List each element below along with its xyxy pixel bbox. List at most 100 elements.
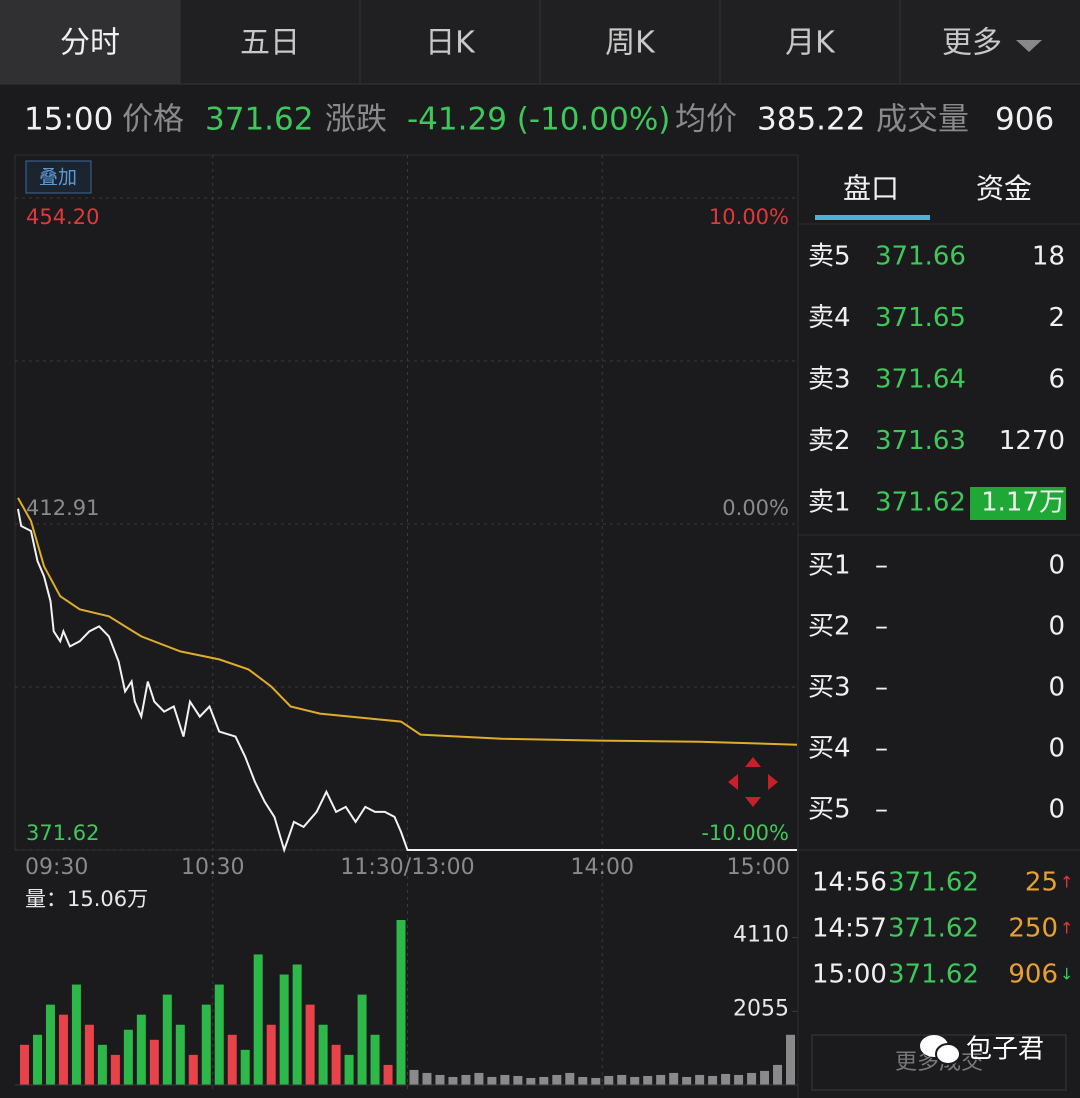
volume-bar bbox=[214, 984, 224, 1085]
quote-price-label: 价格 bbox=[122, 102, 184, 138]
volume-bar bbox=[604, 1075, 614, 1085]
quote-avg: 385.22 bbox=[757, 102, 865, 138]
tab[interactable]: 更多 bbox=[942, 26, 1002, 61]
volume-bar bbox=[32, 1034, 42, 1085]
volume-bar bbox=[357, 994, 367, 1085]
trade-price: 371.62 bbox=[888, 914, 979, 944]
trade-time: 14:56 bbox=[812, 868, 887, 898]
quote-volume-label: 成交量 bbox=[876, 102, 969, 138]
volume-bar bbox=[84, 1024, 94, 1085]
book-label: 卖3 bbox=[808, 365, 851, 395]
tab-selected-bg bbox=[0, 0, 180, 84]
tab-dividers bbox=[0, 0, 1080, 85]
volume-bar bbox=[331, 1044, 341, 1085]
volume-bar bbox=[695, 1074, 705, 1085]
book-volume: 0 bbox=[1048, 612, 1065, 642]
volume-bar bbox=[617, 1074, 627, 1085]
book-price: 371.65 bbox=[875, 303, 966, 333]
overlay-button[interactable] bbox=[25, 160, 92, 194]
book-volume: 0 bbox=[1048, 734, 1065, 764]
volume-bar bbox=[422, 1072, 432, 1085]
y-tick-label: 371.62 bbox=[26, 821, 99, 845]
book-price: – bbox=[875, 673, 888, 703]
x-tick-label: 14:00 bbox=[571, 855, 634, 880]
book-label: 买2 bbox=[808, 612, 851, 642]
volume-bar bbox=[786, 1034, 796, 1085]
volume-bar bbox=[396, 920, 406, 1085]
volume-bar bbox=[110, 1054, 120, 1085]
trade-volume: 25 bbox=[1025, 868, 1058, 898]
tab[interactable]: 月K bbox=[785, 26, 836, 61]
volume-bar bbox=[58, 1014, 68, 1085]
book-price: 371.66 bbox=[875, 242, 966, 272]
book-label: 买3 bbox=[808, 673, 851, 703]
volume-bar bbox=[669, 1072, 679, 1085]
volume-bar bbox=[149, 1039, 159, 1085]
volume-bar bbox=[71, 984, 81, 1085]
volume-bar bbox=[747, 1072, 757, 1085]
book-label: 买5 bbox=[808, 795, 851, 825]
volume-bar bbox=[279, 974, 289, 1085]
book-price: 371.62 bbox=[875, 488, 966, 518]
volume-bar bbox=[682, 1076, 692, 1085]
volume-bar bbox=[240, 1049, 250, 1085]
volume-bar bbox=[500, 1074, 510, 1085]
trade-volume: 906 bbox=[1008, 960, 1058, 990]
volume-bar bbox=[383, 1064, 393, 1085]
volume-bar bbox=[760, 1070, 770, 1085]
overlay-button-label[interactable]: 叠加 bbox=[39, 167, 77, 189]
trade-arrow: ↑ bbox=[1060, 873, 1073, 892]
expand-icon[interactable] bbox=[728, 757, 778, 807]
trade-price: 371.62 bbox=[888, 960, 979, 990]
book-tab[interactable]: 资金 bbox=[976, 172, 1032, 205]
volume-bar bbox=[565, 1072, 575, 1085]
book-tab[interactable]: 盘口 bbox=[843, 172, 899, 205]
volume-bar bbox=[305, 1004, 315, 1085]
watermark: 包子君 bbox=[966, 1035, 1044, 1065]
volume-bar bbox=[656, 1074, 666, 1085]
book-volume: 1.17万 bbox=[981, 488, 1065, 518]
volume-bar bbox=[227, 1034, 237, 1085]
book-price: – bbox=[875, 612, 888, 642]
book-price: 371.63 bbox=[875, 426, 966, 456]
tab[interactable]: 周K bbox=[605, 26, 656, 61]
volume-bar bbox=[409, 1069, 419, 1085]
x-tick-label: 11:30/13:00 bbox=[340, 855, 474, 880]
tab[interactable]: 日K bbox=[425, 26, 476, 61]
y2-tick-label: 10.00% bbox=[709, 205, 789, 229]
volume-bar bbox=[643, 1075, 653, 1085]
volume-bar bbox=[123, 1029, 133, 1085]
book-label: 卖2 bbox=[808, 426, 851, 456]
book-volume: 0 bbox=[1048, 673, 1065, 703]
trade-arrow: ↑ bbox=[1060, 919, 1073, 938]
volume-bar bbox=[253, 954, 263, 1085]
dropdown-arrow[interactable] bbox=[1016, 40, 1042, 52]
volume-bar bbox=[591, 1077, 601, 1085]
volume-bar bbox=[526, 1077, 536, 1085]
volume-bar bbox=[318, 1024, 328, 1085]
more-trades-button[interactable] bbox=[811, 1034, 1067, 1091]
quote-avg-label: 均价 bbox=[675, 102, 737, 138]
x-tick-label: 10:30 bbox=[181, 855, 244, 880]
tab[interactable]: 五日 bbox=[240, 26, 300, 61]
book-tab-underline bbox=[815, 215, 930, 220]
volume-bar bbox=[370, 1034, 380, 1085]
tab[interactable]: 分时 bbox=[60, 26, 120, 61]
volume-bar bbox=[513, 1075, 523, 1085]
volume-bar bbox=[97, 1044, 107, 1085]
volume-bar bbox=[20, 1044, 29, 1085]
trade-volume: 250 bbox=[1008, 914, 1058, 944]
volume-bar bbox=[292, 964, 302, 1085]
y-tick-label: 454.20 bbox=[26, 205, 99, 229]
book-volume: 18 bbox=[1032, 242, 1065, 272]
book-label: 卖5 bbox=[808, 242, 851, 272]
trade-time: 14:57 bbox=[812, 914, 887, 944]
trade-arrow: ↓ bbox=[1060, 965, 1073, 984]
book-volume: 2 bbox=[1048, 303, 1065, 333]
volume-bar bbox=[734, 1074, 744, 1085]
book-price: 371.64 bbox=[875, 365, 966, 395]
volume-bar bbox=[552, 1074, 562, 1085]
y-tick-label: 412.91 bbox=[26, 496, 99, 520]
